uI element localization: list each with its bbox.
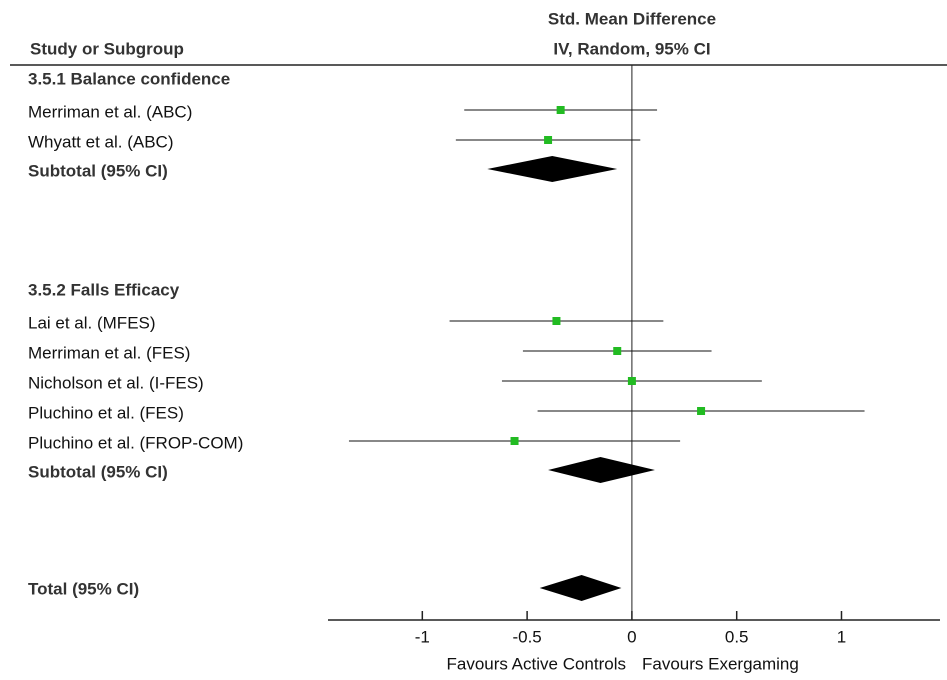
pooled-diamond [548,457,655,483]
pooled-diamond [487,156,618,182]
favours-right: Favours Exergaming [642,654,799,673]
effect-square [613,347,622,355]
effect-square [552,317,561,325]
study-name: Lai et al. (MFES) [28,313,156,332]
pooled-diamond [539,575,622,601]
effect-square [544,136,553,144]
group-heading: 3.5.2 Falls Efficacy [28,280,180,299]
x-tick-label: 1 [837,627,846,646]
effect-square [627,377,636,385]
total-label: Total (95% CI) [28,579,139,598]
subtotal-label: Subtotal (95% CI) [28,161,168,180]
group-heading: 3.5.1 Balance confidence [28,69,230,88]
chart-subtitle: IV, Random, 95% CI [553,39,710,58]
effect-square [697,407,706,415]
study-name: Merriman et al. (FES) [28,343,190,362]
column-header: Study or Subgroup [30,39,184,58]
favours-left: Favours Active Controls [446,654,626,673]
study-name: Pluchino et al. (FES) [28,403,184,422]
subtotal-label: Subtotal (95% CI) [28,462,168,481]
study-name: Whyatt et al. (ABC) [28,132,173,151]
effect-square [556,106,565,114]
x-tick-label: 0 [627,627,636,646]
study-name: Merriman et al. (ABC) [28,102,192,121]
x-tick-label: -0.5 [512,627,541,646]
chart-title: Std. Mean Difference [548,9,716,28]
effect-square [510,437,519,445]
study-name: Pluchino et al. (FROP-COM) [28,433,243,452]
x-tick-label: -1 [415,627,430,646]
x-tick-label: 0.5 [725,627,749,646]
study-name: Nicholson et al. (I-FES) [28,373,204,392]
